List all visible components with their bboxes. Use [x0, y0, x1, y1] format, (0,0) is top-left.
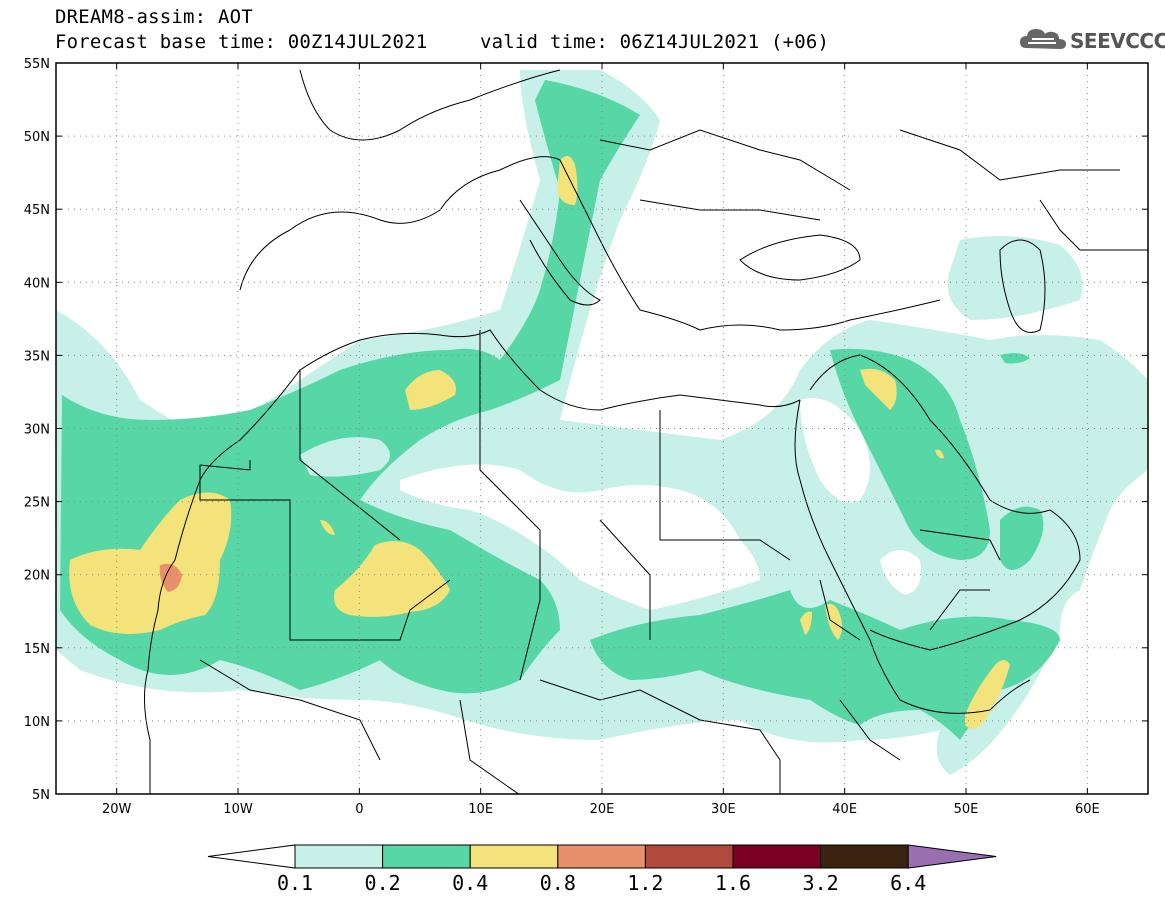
lat-tick-label: 20N	[24, 569, 50, 584]
chart-title: DREAM8-assim: AOT	[55, 6, 253, 28]
seevccc-logo: SEEVCCC	[1018, 24, 1165, 54]
aot-mid-gap	[300, 437, 390, 477]
lat-tick-label: 10N	[24, 715, 50, 730]
colorbar-label: 0.2	[365, 871, 401, 895]
colorbar-label: 1.2	[627, 871, 663, 895]
colorbar-segment	[557, 844, 646, 869]
colorbar-high-arrow	[907, 844, 997, 869]
colorbar-label: 1.6	[715, 871, 751, 895]
lat-tick-label: 35N	[24, 349, 50, 364]
lon-tick-label: 50E	[954, 802, 979, 817]
lat-tick-label: 25N	[24, 496, 50, 511]
colorbar-label: 0.4	[452, 871, 488, 895]
colorbar: 0.1 0.2 0.4 0.8 1.2 1.6 3.2 6.4	[207, 844, 997, 895]
colorbar-segment	[732, 844, 822, 869]
colorbar-segment	[294, 844, 384, 869]
lat-tick-label: 55N	[24, 57, 50, 72]
lon-tick-label: 60E	[1075, 802, 1100, 817]
lon-tick-label: 40E	[832, 802, 857, 817]
lat-tick-label: 40N	[24, 276, 50, 291]
lat-tick-label: 50N	[24, 130, 50, 145]
map-frame	[55, 62, 1149, 795]
colorbar-segment	[469, 844, 559, 869]
lon-tick-label: 0	[355, 802, 363, 817]
aot-field	[56, 69, 1148, 794]
lat-tick-label: 30N	[24, 423, 50, 438]
lon-tick-label: 20W	[102, 802, 132, 817]
colorbar-segment	[382, 844, 471, 869]
logo-text: SEEVCCC	[1070, 29, 1165, 53]
lat-tick-label: 45N	[24, 203, 50, 218]
colorbar-label: 3.2	[803, 871, 839, 895]
lon-tick-label: 30E	[711, 802, 736, 817]
forecast-base-time: Forecast base time: 00Z14JUL2021	[55, 31, 428, 53]
map-gridlines	[56, 62, 1148, 795]
coastlines	[143, 69, 1148, 794]
lat-tick-label: 15N	[24, 642, 50, 657]
colorbar-label: 0.8	[540, 871, 576, 895]
colorbar-label: 6.4	[890, 871, 926, 895]
lat-tick-label: 5N	[32, 788, 50, 803]
aot-level-0.8	[159, 563, 182, 592]
lon-tick-label: 10E	[468, 802, 493, 817]
lon-tick-label: 20E	[590, 802, 615, 817]
colorbar-segment	[820, 844, 909, 869]
colorbar-label: 0.1	[277, 871, 313, 895]
latitude-tick-labels: 55N 50N 45N 40N 35N 30N 25N 20N 15N 10N 5N	[24, 57, 50, 803]
valid-time: valid time: 06Z14JUL2021 (+06)	[480, 31, 830, 53]
lon-tick-label: 10W	[223, 802, 253, 817]
longitude-tick-labels: 20W 10W 0 10E 20E 30E 40E 50E 60E	[102, 802, 1100, 817]
cloud-logo-icon	[1020, 29, 1066, 49]
colorbar-low-arrow	[207, 844, 296, 869]
colorbar-segment	[644, 844, 734, 869]
